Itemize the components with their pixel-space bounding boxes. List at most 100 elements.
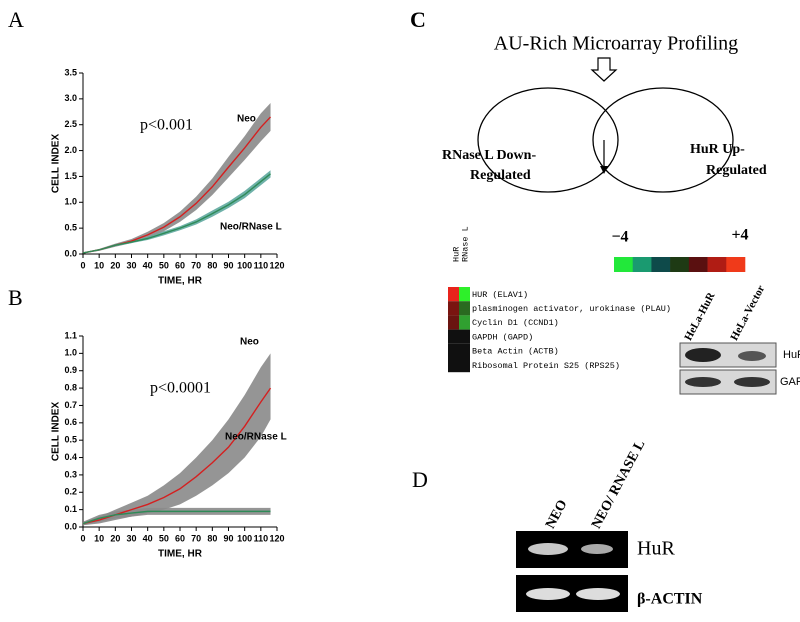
x-tick-label: 10 [94,260,104,270]
y-tick-label: 1.0 [64,348,77,358]
series-line [82,173,271,254]
lane-label: HeLa-Vector [728,283,767,342]
x-axis-label: TIME, HR [158,276,203,287]
x-tick-label: 10 [94,533,104,543]
y-tick-label: 0.5 [64,435,77,445]
venn-label: Regulated [706,163,767,178]
venn-label: HuR Up- [690,142,745,157]
x-axis-label: TIME, HR [158,549,203,560]
error-band [83,102,271,254]
y-tick-label: 2.0 [64,145,77,155]
scale-swatch [726,257,746,272]
y-tick-label: 0.5 [64,223,77,233]
y-tick-label: 0.6 [64,417,77,427]
y-axis-label: CELL INDEX [51,402,62,462]
gene-label: GAPDH (GAPD) [472,332,533,342]
x-tick-label: 80 [207,533,217,543]
heatmap-cell [448,343,459,358]
panel-title: AU-Rich Microarray Profiling [494,33,738,55]
x-tick-label: 30 [126,533,136,543]
gene-label: Beta Actin (ACTB) [472,347,559,357]
blot-band [685,377,721,387]
x-tick-label: 20 [110,533,120,543]
x-tick-label: 120 [269,260,284,270]
venn-label: Regulated [470,168,531,183]
x-tick-label: 100 [237,260,252,270]
x-tick-label: 40 [143,533,153,543]
error-band [83,170,271,254]
lane-label: HeLa-HuR [682,290,718,343]
heatmap-column: RNase L [460,226,470,262]
gel-band [528,543,568,555]
gel-band [581,544,613,554]
annotation: p<0.0001 [150,380,211,397]
scale-label: −4 [611,229,628,246]
gene-label: Cyclin D1 (CCND1) [472,318,559,328]
x-tick-label: 60 [175,533,185,543]
heatmap-cell [459,287,470,302]
heatmap-column: HuR [451,247,461,262]
arrow [590,57,618,82]
gel-band [526,588,570,600]
series-line [82,510,271,525]
blot-band [685,348,721,362]
heatmap-cell [448,287,459,302]
x-tick-label: 0 [80,533,85,543]
y-tick-label: 0.3 [64,469,77,479]
y-tick-label: 0.1 [64,504,77,514]
band-label: HuR [783,349,800,361]
x-tick-label: 50 [159,260,169,270]
heatmap-cell [459,343,470,358]
y-tick-label: 0.0 [64,248,77,258]
panel-label: A [8,7,24,32]
x-tick-label: 0 [80,260,85,270]
y-tick-label: 1.0 [64,197,77,207]
y-tick-label: 0.4 [64,452,77,462]
gene-label: HUR (ELAV1) [472,290,528,300]
scale-swatch [614,257,634,272]
x-tick-label: 110 [254,260,269,270]
scale-swatch [688,257,708,272]
arrow-head [600,166,608,174]
x-tick-label: 100 [237,533,252,543]
heatmap-cell [459,358,470,373]
lane-label: NEO [543,497,571,531]
legend-label: Neo [237,114,256,125]
x-tick-label: 90 [223,533,233,543]
gene-label: plasminogen activator, urokinase (PLAU) [472,304,671,314]
gene-label: Ribosomal Protein S25 (RPS25) [472,361,620,371]
y-tick-label: 2.5 [64,119,77,129]
heatmap-cell [448,358,459,373]
heatmap-cell [459,301,470,316]
legend-label: Neo/RNase L [220,222,282,233]
panel-label: D [412,467,428,492]
x-tick-label: 90 [223,260,233,270]
panel-label: C [410,7,426,32]
scale-label: +4 [731,227,748,244]
y-tick-label: 3.5 [64,67,77,77]
band-label: GAPDH [780,376,800,388]
panel-label: B [8,285,23,310]
heatmap-cell [448,301,459,316]
x-tick-label: 120 [269,533,284,543]
blot-band [734,377,770,387]
x-tick-label: 70 [191,533,201,543]
x-tick-label: 30 [126,260,136,270]
y-tick-label: 0.9 [64,365,77,375]
venn-label: RNase L Down- [442,148,536,163]
scale-swatch [632,257,652,272]
x-tick-label: 80 [207,260,217,270]
x-tick-label: 110 [254,533,269,543]
scale-swatch [670,257,690,272]
y-tick-label: 1.1 [64,330,77,340]
heatmap-cell [448,329,459,344]
legend-label: Neo/RNase L [225,432,287,443]
error-band [83,507,271,526]
y-tick-label: 3.0 [64,93,77,103]
x-tick-label: 60 [175,260,185,270]
scale-swatch [707,257,727,272]
band-label: HuR [637,538,675,560]
gel-band [576,588,620,600]
scale-swatch [651,257,671,272]
